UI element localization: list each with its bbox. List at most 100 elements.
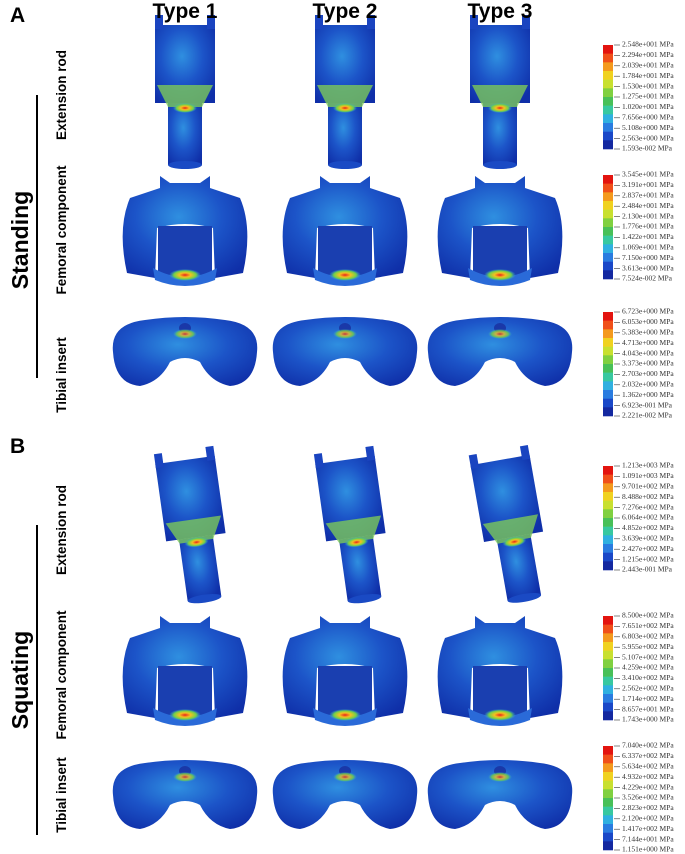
scale-label: 4.852e+002 MPa (622, 523, 674, 532)
scale-label: 2.703e+000 MPa (622, 369, 674, 378)
scale-label: 5.955e+002 MPa (622, 642, 674, 651)
scale-label: 5.107e+002 MPa (622, 652, 674, 661)
color-band (603, 711, 613, 721)
color-band (603, 329, 613, 339)
color-band (603, 114, 613, 124)
color-band (603, 815, 613, 825)
color-band (603, 798, 613, 807)
row-label: Femoral component (54, 165, 69, 295)
color-band (603, 192, 613, 202)
color-band (603, 105, 613, 115)
scale-label: 2.548e+001 MPa (622, 40, 674, 49)
color-band (603, 390, 613, 399)
color-band (603, 253, 613, 262)
column-header: Type 2 (313, 0, 378, 23)
scale-label: 3.373e+000 MPa (622, 359, 674, 368)
color-band (603, 544, 613, 553)
color-band (603, 642, 613, 651)
color-band (603, 474, 613, 484)
color-band (603, 244, 613, 254)
color-band (603, 346, 613, 356)
scale-label: 2.563e+000 MPa (622, 133, 674, 142)
color-band (603, 97, 613, 106)
color-band (603, 659, 613, 669)
scale-label: 3.410e+002 MPa (622, 673, 674, 682)
color-band (603, 633, 613, 643)
scale-label: 6.053e+000 MPa (622, 317, 674, 326)
scale-label: 2.221e-002 MPa (622, 411, 673, 420)
color-band (603, 201, 613, 210)
scale-label: 1.215e+002 MPa (622, 554, 674, 563)
color-band (603, 676, 613, 686)
scale-label: 4.259e+002 MPa (622, 663, 674, 672)
scale-label: 5.634e+002 MPa (622, 762, 674, 771)
color-band (603, 780, 613, 790)
color-band (603, 832, 613, 842)
scale-label: 7.276e+002 MPa (622, 502, 674, 511)
color-band (603, 702, 613, 712)
scale-label: 6.337e+002 MPa (622, 751, 674, 760)
color-band (603, 183, 613, 193)
color-band (603, 694, 613, 703)
color-band (603, 754, 613, 764)
color-band (603, 123, 613, 132)
color-band (603, 45, 613, 54)
scale-label: 1.213e+003 MPa (622, 461, 674, 470)
scale-label: 3.639e+002 MPa (622, 534, 674, 543)
scale-label: 6.723e+000 MPa (622, 307, 674, 316)
scale-label: 1.069e+001 MPa (622, 243, 674, 252)
color-band (603, 685, 613, 695)
color-band (603, 71, 613, 80)
scale-label: 2.294e+001 MPa (622, 50, 674, 59)
scale-label: 8.488e+002 MPa (622, 492, 674, 501)
scale-label: 5.108e+000 MPa (622, 123, 674, 132)
scale-label: 6.803e+002 MPa (622, 632, 674, 641)
scale-label: 7.150e+000 MPa (622, 253, 674, 262)
scale-label: 3.545e+001 MPa (622, 170, 674, 179)
scale-label: 1.743e+000 MPa (622, 715, 674, 724)
scale-label: 4.043e+000 MPa (622, 348, 674, 357)
color-band (603, 789, 613, 799)
color-band (603, 235, 613, 245)
color-band (603, 650, 613, 660)
color-band (603, 552, 613, 562)
color-band (603, 535, 613, 545)
color-band (603, 772, 613, 781)
scale-label: 3.526e+002 MPa (622, 793, 674, 802)
scale-label: 1.275e+001 MPa (622, 92, 674, 101)
color-band (603, 209, 613, 219)
color-band (603, 466, 613, 475)
scale-label: 7.651e+002 MPa (622, 621, 674, 630)
scale-label: 7.144e+001 MPa (622, 834, 674, 843)
color-band (603, 79, 613, 89)
scale-label: 4.229e+002 MPa (622, 782, 674, 791)
scale-label: 2.562e+002 MPa (622, 684, 674, 693)
panel-label: A (10, 4, 25, 27)
color-band (603, 364, 613, 373)
scale-label: 1.593e-002 MPa (622, 144, 673, 153)
fea-images (112, 15, 573, 829)
scale-label: 3.613e+000 MPa (622, 263, 674, 272)
scale-label: 6.923e-001 MPa (622, 400, 673, 409)
color-band (603, 261, 613, 271)
color-band (603, 218, 613, 228)
color-band (603, 338, 613, 347)
color-band (603, 616, 613, 625)
scale-label: 3.191e+001 MPa (622, 180, 674, 189)
color-band (603, 561, 613, 571)
scale-label: 9.701e+002 MPa (622, 482, 674, 491)
scale-label: 1.151e+000 MPa (622, 845, 674, 854)
scale-label: 1.091e+003 MPa (622, 471, 674, 480)
color-band (603, 175, 613, 184)
scale-label: 1.530e+001 MPa (622, 81, 674, 90)
color-band (603, 140, 613, 150)
posture-label: Standing (7, 191, 33, 289)
row-label: Femoral component (54, 610, 69, 740)
row-label: Tibial insert (54, 757, 69, 833)
color-band (603, 312, 613, 321)
color-band (603, 320, 613, 330)
color-band (603, 407, 613, 417)
row-label: Extension rod (54, 485, 69, 575)
row-label: Extension rod (54, 50, 69, 140)
